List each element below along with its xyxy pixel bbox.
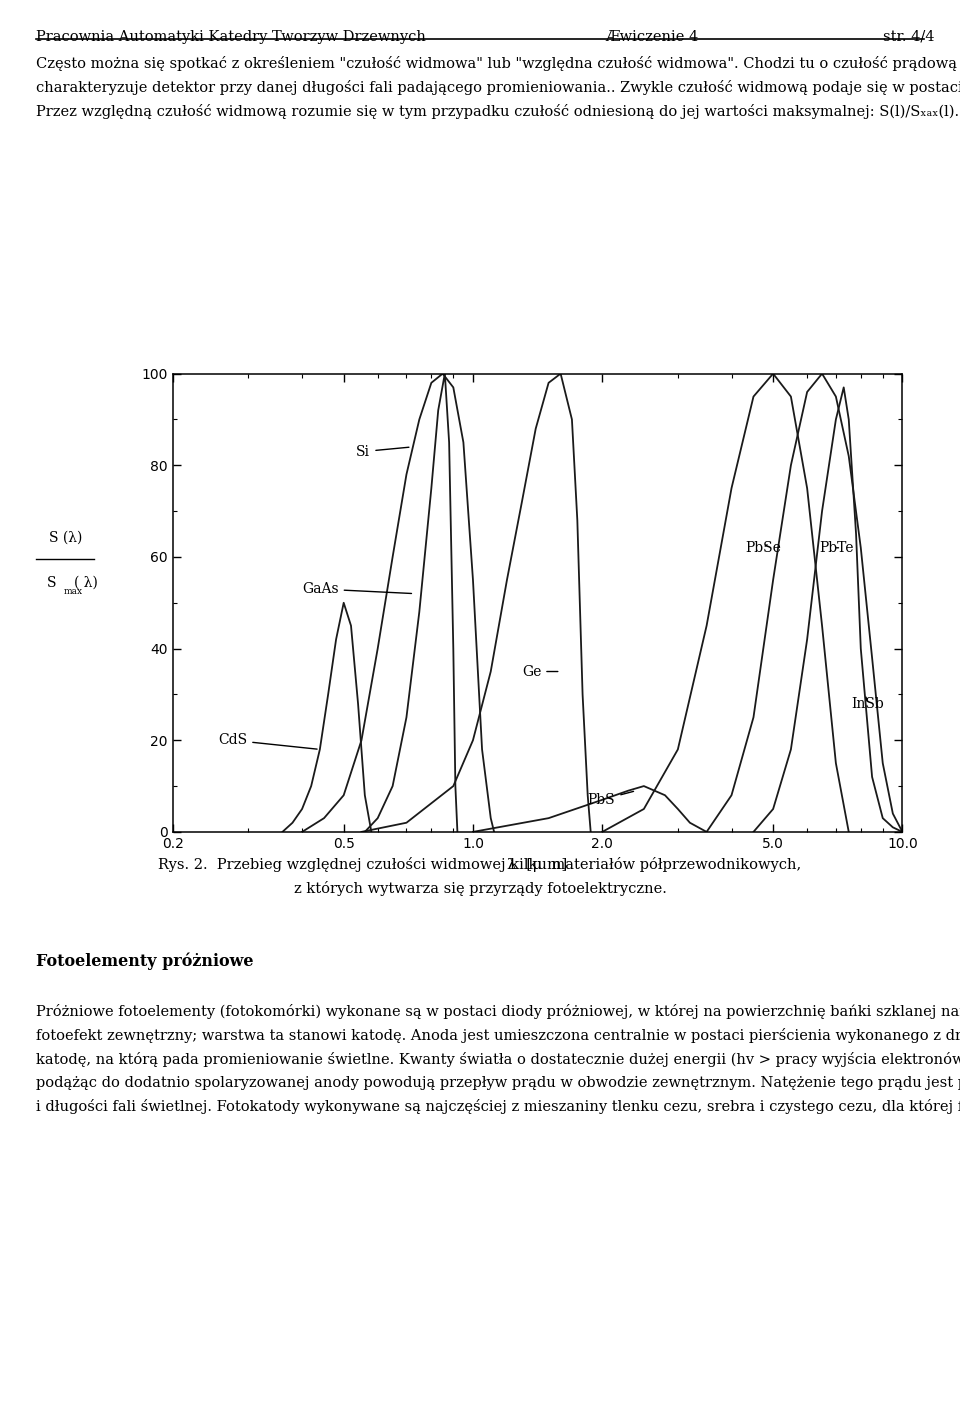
Text: charakteryzuje detektor przy danej długości fali padającego promieniowania.. Zwy: charakteryzuje detektor przy danej długo… — [36, 80, 960, 94]
Text: Si: Si — [356, 444, 409, 458]
Text: katodę, na którą pada promieniowanie świetlne. Kwanty światła o dostatecznie duż: katodę, na którą pada promieniowanie świ… — [36, 1052, 960, 1066]
Text: podążąc do dodatnio spolaryzowanej anody powodują przepływ prądu w obwodzie zewn: podążąc do dodatnio spolaryzowanej anody… — [36, 1076, 960, 1090]
Text: Często można się spotkać z określeniem "czułość widmowa" lub "względna czułość w: Często można się spotkać z określeniem "… — [36, 56, 960, 72]
Text: PbSe: PbSe — [745, 541, 780, 554]
Text: Æwiczenie 4: Æwiczenie 4 — [605, 30, 698, 44]
Text: i długości fali świetlnej. Fotokatody wykonywane są najczęściej z mieszaniny tle: i długości fali świetlnej. Fotokatody wy… — [36, 1098, 960, 1114]
Text: Przez względną czułość widmową rozumie się w tym przypadku czułość odniesioną do: Przez względną czułość widmową rozumie s… — [36, 104, 960, 118]
Text: max: max — [63, 587, 83, 596]
Text: ( λ): ( λ) — [75, 577, 98, 589]
Text: S (λ): S (λ) — [49, 532, 82, 544]
Text: fotoefekt zewnętrzny; warstwa ta stanowi katodę. Anoda jest umieszczona centraln: fotoefekt zewnętrzny; warstwa ta stanowi… — [36, 1028, 960, 1043]
Text: CdS: CdS — [218, 733, 317, 749]
Text: Fotoelementy próżniowe: Fotoelementy próżniowe — [36, 952, 254, 970]
X-axis label: λ  [μ m]: λ [μ m] — [508, 857, 567, 871]
Text: z których wytwarza się przyrządy fotoelektryczne.: z których wytwarza się przyrządy fotoele… — [294, 881, 666, 895]
Text: Próżniowe fotoelementy (fotokomórki) wykonane są w postaci diody próżniowej, w k: Próżniowe fotoelementy (fotokomórki) wyk… — [36, 1004, 960, 1019]
Text: PbTe: PbTe — [819, 541, 853, 554]
Text: str. 4/4: str. 4/4 — [883, 30, 935, 44]
Text: GaAs: GaAs — [302, 582, 412, 596]
Text: InSb: InSb — [852, 697, 884, 711]
Text: S: S — [47, 577, 57, 589]
Text: Rys. 2.  Przebieg względnej czułości widmowej kilku materiałów półprzewodnikowyc: Rys. 2. Przebieg względnej czułości widm… — [158, 857, 802, 873]
Text: Pracownia Automatyki Katedry Tworzyw Drzewnych: Pracownia Automatyki Katedry Tworzyw Drz… — [36, 30, 426, 44]
Text: Ge: Ge — [522, 664, 558, 678]
Text: PbS: PbS — [588, 791, 634, 807]
